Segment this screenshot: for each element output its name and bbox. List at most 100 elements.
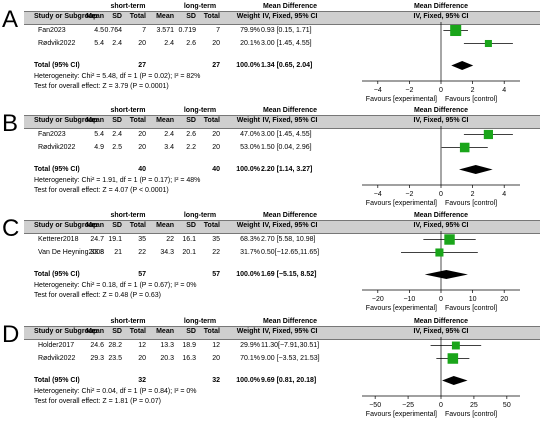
md-column-title: Mean Difference — [262, 107, 318, 114]
panel-letter: C — [2, 215, 20, 242]
mean-1: 4.5 — [94, 27, 104, 34]
col-weight: Weight — [236, 328, 260, 335]
mean-2: 3.571 — [156, 27, 174, 34]
overall-effect-text: Test for overall effect: Z = 1.81 (P = 0… — [34, 398, 161, 405]
mean-1: 33.8 — [90, 249, 104, 256]
total-label: Total (95% CI) — [34, 271, 80, 278]
x-tick-label: −10 — [403, 296, 415, 303]
x-tick-label: 25 — [470, 402, 478, 409]
col-weight: Weight — [236, 222, 260, 229]
sd-1: 19.1 — [108, 236, 122, 243]
forest-plot-area: −4 −2 0 2 4 Favours [experimental] Favours [co… — [362, 126, 520, 207]
mean-1: 24.7 — [90, 236, 104, 243]
column-header-bar — [24, 326, 540, 340]
favours-left-label: Favours [experimental] — [366, 305, 437, 312]
md-column-title: Mean Difference — [262, 212, 318, 219]
col-sd-1: SD — [112, 328, 122, 335]
weight: 29.9% — [240, 342, 260, 349]
x-tick-label: 0 — [439, 402, 443, 409]
sd-2: 20.1 — [182, 249, 196, 256]
mean-2: 22 — [166, 236, 174, 243]
total-weight: 100.0% — [236, 166, 260, 173]
sd-1: 28.2 — [108, 342, 122, 349]
ci-text: 1.50 [0.04, 2.96] — [261, 144, 312, 151]
pooled-diamond — [451, 61, 474, 70]
col-ci-plot: IV, Fixed, 95% CI — [413, 117, 469, 124]
favours-left-label: Favours [experimental] — [366, 96, 437, 103]
total-n2: 57 — [212, 271, 220, 278]
column-header-bar — [24, 115, 540, 129]
x-tick-label: 4 — [502, 87, 506, 94]
x-tick-label: 50 — [503, 402, 511, 409]
group2-header: long-term — [183, 3, 217, 10]
group2-header: long-term — [183, 212, 217, 219]
total-2: 20 — [212, 144, 220, 151]
pooled-diamond — [442, 376, 468, 385]
total-1: 20 — [138, 40, 146, 47]
col-mean-2: Mean — [156, 328, 174, 335]
mean-1: 24.6 — [90, 342, 104, 349]
study-name: Ketterer2018 — [38, 236, 79, 243]
ci-text: 0.50[−12.65,11.65] — [261, 249, 320, 256]
x-tick-label: −2 — [405, 191, 413, 198]
col-sd-1: SD — [112, 117, 122, 124]
total-n1: 40 — [138, 166, 146, 173]
col-weight: Weight — [236, 13, 260, 20]
x-tick-label: 2 — [471, 191, 475, 198]
mean-2: 2.4 — [164, 40, 174, 47]
forest-plot-area: −50 −25 0 25 50 Favours [experimental] Favours… — [362, 337, 520, 418]
col-ci: IV, Fixed, 95% CI — [262, 13, 318, 20]
mean-2: 3.4 — [164, 144, 174, 151]
mean-1: 29.3 — [90, 355, 104, 362]
md-plot-title: Mean Difference — [413, 212, 469, 219]
study-marker — [483, 129, 493, 140]
col-study: Study or Subgroup — [34, 117, 98, 124]
heterogeneity-text: Heterogeneity: Chi² = 5.48, df = 1 (P = … — [34, 73, 201, 80]
x-tick-label: −4 — [374, 191, 382, 198]
total-2: 22 — [212, 249, 220, 256]
total-weight: 100.0% — [236, 271, 260, 278]
sd-2: 0.719 — [178, 27, 196, 34]
study-marker — [451, 341, 460, 350]
total-2: 7 — [216, 27, 220, 34]
x-tick-label: 4 — [502, 191, 506, 198]
col-study: Study or Subgroup — [34, 328, 98, 335]
mean-1: 4.9 — [94, 144, 104, 151]
x-tick-label: −4 — [374, 87, 382, 94]
mean-1: 5.4 — [94, 131, 104, 138]
ci-text: 9.00 [−3.53, 21.53] — [261, 355, 320, 362]
col-total-1: Total — [129, 117, 146, 124]
favours-left-label: Favours [experimental] — [366, 200, 437, 207]
total-ci-text: 1.69 [−5.15, 8.52] — [261, 271, 317, 278]
mean-2: 20.3 — [160, 355, 174, 362]
col-mean-2: Mean — [156, 222, 174, 229]
study-marker — [435, 248, 444, 257]
col-total-1: Total — [129, 13, 146, 20]
weight: 53.0% — [240, 144, 260, 151]
ci-text: 2.70 [5.58, 10.98] — [261, 236, 316, 243]
ci-text: 3.00 [1.45, 4.55] — [261, 40, 312, 47]
sd-1: 2.4 — [112, 131, 122, 138]
weight: 79.9% — [240, 27, 260, 34]
mean-2: 13.3 — [160, 342, 174, 349]
sd-1: 21 — [114, 249, 122, 256]
sd-2: 2.6 — [186, 131, 196, 138]
total-2: 35 — [212, 236, 220, 243]
group2-header: long-term — [183, 318, 217, 325]
x-tick-label: 0 — [439, 87, 443, 94]
weight: 31.7% — [240, 249, 260, 256]
total-ci-text: 2.20 [1.14, 3.27] — [261, 166, 313, 173]
x-tick-label: 0 — [439, 296, 443, 303]
study-name: Fan2023 — [38, 27, 66, 34]
col-mean-1: Mean — [86, 13, 104, 20]
study-marker — [447, 353, 459, 364]
col-ci: IV, Fixed, 95% CI — [262, 328, 318, 335]
total-1: 35 — [138, 236, 146, 243]
sd-1: 0.764 — [104, 27, 122, 34]
mean-2: 2.4 — [164, 131, 174, 138]
x-tick-label: −25 — [402, 402, 414, 409]
sd-2: 2.6 — [186, 40, 196, 47]
ci-text: 0.93 [0.15, 1.71] — [261, 27, 312, 34]
